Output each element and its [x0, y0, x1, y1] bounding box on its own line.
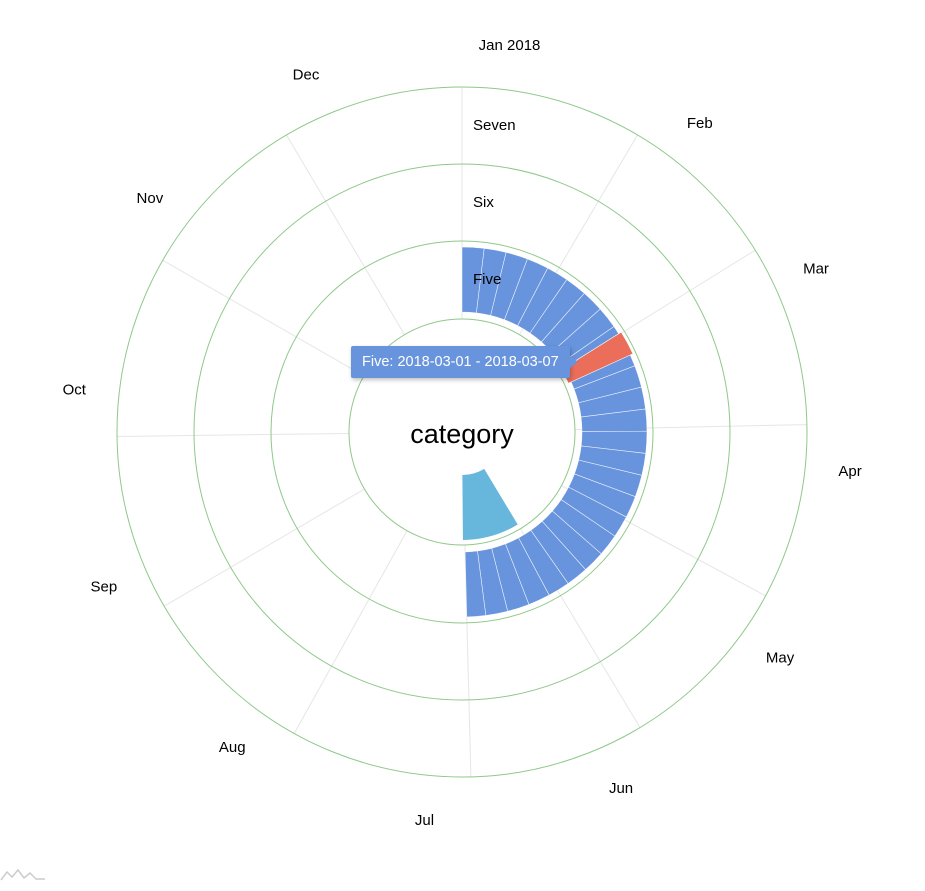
timeline-bar[interactable]	[462, 468, 518, 540]
center-label: category	[410, 419, 514, 449]
category-label: Six	[473, 194, 494, 211]
grid-circle	[116, 86, 808, 778]
date-tick-label: Sep	[91, 578, 118, 595]
date-tick-label: Jun	[609, 780, 633, 797]
date-tick-label: Apr	[838, 463, 861, 480]
tooltip: Five: 2018-03-01 - 2018-03-07	[351, 346, 578, 378]
month-gridline	[286, 134, 405, 335]
month-gridline	[163, 488, 365, 607]
category-label: Seven	[473, 117, 516, 134]
month-gridline	[117, 432, 350, 437]
grid-circle	[193, 163, 731, 701]
category-label: Five	[473, 271, 501, 288]
month-gridline	[162, 259, 365, 377]
timeline-bar[interactable]	[464, 550, 487, 618]
date-tick-label: May	[766, 650, 795, 667]
grid-circle	[348, 318, 576, 546]
date-tick-label: Jul	[415, 812, 434, 829]
month-gridline	[293, 530, 408, 734]
chart-logo-icon	[0, 868, 45, 881]
date-tick-label: Oct	[63, 381, 87, 398]
grid-circle	[270, 240, 654, 624]
date-tick-label: Aug	[219, 739, 246, 756]
date-tick-label: Dec	[293, 67, 320, 84]
date-tick-label: Nov	[137, 190, 164, 207]
axis-labels: Jan 2018 Feb Mar Apr May Jun Jul Aug Sep Oct Nov De…	[63, 37, 862, 829]
date-tick-label: Mar	[803, 260, 829, 277]
date-tick-label: Jan 2018	[479, 37, 541, 54]
date-tick-label: Feb	[687, 115, 713, 132]
timeline-bars	[461, 246, 648, 618]
